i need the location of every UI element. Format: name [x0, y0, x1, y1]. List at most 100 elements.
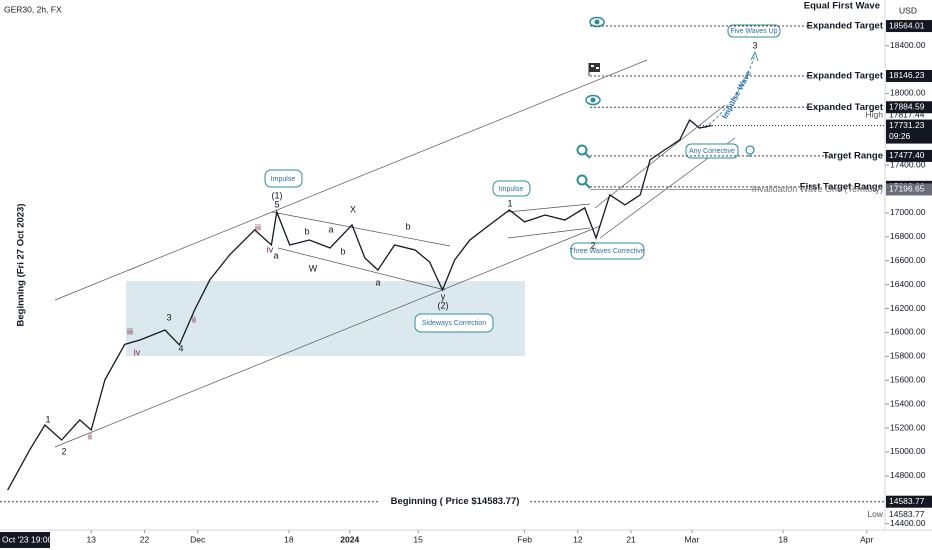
high-value: 17817.44	[889, 110, 925, 120]
x-tick-label: 18	[284, 534, 294, 544]
annotation: Any Corrective	[689, 148, 735, 155]
last-price-bg	[886, 119, 932, 144]
channel-upper	[54, 59, 648, 301]
wave-label: y	[441, 291, 446, 301]
level-name: Expanded Target	[807, 102, 884, 113]
wave-label: b	[340, 246, 345, 256]
y-tick-label: 18400.00	[890, 40, 926, 50]
y-tick-label: 16400.00	[890, 279, 926, 289]
annotation: Sideways Correction	[422, 320, 486, 327]
annotation: Beginning (Fri 27 Oct 2023)	[16, 204, 27, 327]
x-tick-label: 21	[626, 534, 636, 544]
wave-label: 1	[507, 198, 512, 208]
price-label: 18564.01	[889, 20, 925, 30]
wave-label: 4	[178, 343, 183, 353]
wave-label: iv	[267, 244, 274, 254]
symbol: GER30, 2h, FX	[4, 4, 62, 14]
annotation: Impulse	[271, 176, 296, 183]
currency: USD	[899, 5, 917, 15]
x-tick-label: 13	[87, 534, 97, 544]
y-tick-label: 16000.00	[890, 327, 926, 337]
y-tick-label: 15000.00	[890, 446, 926, 456]
last-price: 17731.23	[889, 120, 925, 130]
price-label: 18146.23	[889, 70, 925, 80]
flag-icon	[588, 63, 600, 76]
price-label: 17477.40	[889, 150, 925, 160]
annotation: Three Waves Corrective	[569, 248, 644, 255]
annotation-box	[685, 143, 739, 159]
annotation-box	[492, 180, 531, 197]
x-tick-label: 15	[413, 534, 423, 544]
y-tick-label: 17000.00	[890, 207, 926, 217]
price-label-bg	[886, 183, 932, 196]
price-label: 17884.59	[889, 101, 925, 111]
wave-label: 5	[274, 199, 279, 209]
y-tick-label: 15600.00	[890, 375, 926, 385]
wave-label: ii	[88, 431, 92, 441]
wave-label: W	[309, 263, 318, 273]
y-tick-label: 15200.00	[890, 422, 926, 432]
wave-label: iv	[134, 347, 141, 357]
wave-label: a	[375, 277, 380, 287]
price-label-bg	[886, 69, 932, 82]
x-tick-label: 12	[573, 534, 583, 544]
wave-label: 2	[590, 240, 595, 250]
wave-label: b	[405, 221, 410, 231]
wave-label: 2	[61, 446, 66, 456]
x-tick-label: Dec	[190, 534, 206, 544]
level-name: First Target Range	[800, 181, 883, 192]
search-icon	[576, 174, 591, 189]
high-label: High	[866, 110, 884, 120]
low-label: Low	[867, 509, 883, 519]
last-time: 09:26	[889, 131, 911, 141]
price-label: 14583.77	[889, 496, 925, 506]
wave-label: 3	[166, 312, 171, 322]
price-label-bg	[886, 20, 932, 33]
channel-small	[594, 104, 726, 209]
y-tick-label: 15800.00	[890, 351, 926, 361]
y-tick-label: 17400.00	[890, 159, 926, 169]
y-tick-label: 14800.00	[890, 470, 926, 480]
triangle-line	[507, 227, 591, 239]
x-tick-label: Mar	[685, 534, 700, 544]
triangle-line	[277, 247, 446, 291]
annotation: Five Waves Up	[730, 28, 777, 35]
wave-label: 3	[752, 40, 757, 50]
x-tick-label: 18	[778, 534, 788, 544]
eye-icon	[589, 16, 605, 28]
wave-label: (1)	[272, 190, 283, 200]
x-tick-label: Apr	[860, 534, 873, 544]
x-tick-label: 22	[140, 534, 150, 544]
wave-label: a	[328, 224, 333, 234]
wave-label: b	[304, 226, 309, 236]
level-name: Target Range	[823, 150, 883, 161]
wave-label: iii	[127, 326, 133, 336]
price-label-bg	[886, 149, 932, 162]
x-tick-label: 2024	[340, 534, 359, 544]
level-name: Invalidation Wave One (Territory)	[752, 184, 883, 194]
annotation-box	[264, 169, 303, 188]
low-value: 14583.77	[889, 509, 925, 519]
annotation-box	[570, 242, 645, 260]
y-tick-label: 16200.00	[890, 303, 926, 313]
wave-label: a	[273, 250, 278, 260]
wave-label: (2)	[438, 300, 449, 310]
annotation: Impulse	[499, 186, 524, 193]
wave-label: 1	[45, 414, 50, 424]
projection-arrow	[704, 54, 756, 129]
price-label-bg	[886, 495, 932, 508]
channel-lower	[54, 225, 601, 448]
wave-label: ii	[192, 314, 196, 324]
search-icon	[576, 144, 591, 159]
annotation-box	[727, 24, 781, 38]
crosshair-label: Oct '23 19:00	[2, 534, 53, 544]
y-tick-label: 18000.00	[890, 88, 926, 98]
triangle-line	[271, 211, 451, 247]
price-label-bg	[886, 101, 932, 114]
level-name: Beginning ( Price $14583.77)	[391, 496, 520, 507]
eye-icon	[585, 94, 601, 106]
annotation: Equal First Wave	[804, 1, 880, 12]
y-tick-label: 14400.00	[890, 518, 926, 528]
